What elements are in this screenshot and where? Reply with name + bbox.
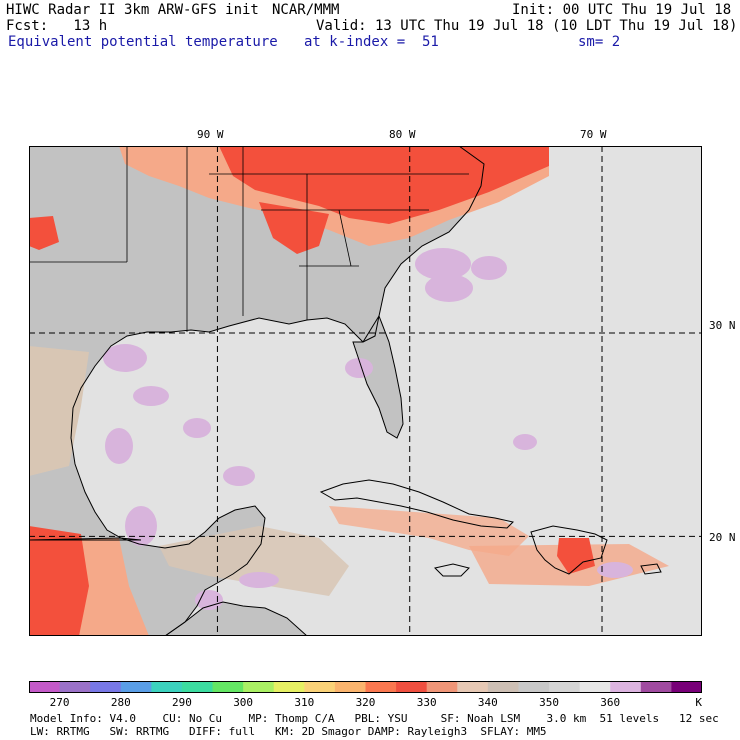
gridlines [29, 146, 702, 636]
colorbar-cell [29, 681, 61, 693]
high-band-georgia [259, 202, 329, 254]
smoothing: sm= 2 [578, 34, 621, 50]
coastline-4 [319, 479, 514, 529]
coastline-7 [640, 563, 662, 575]
colorbar-label: 300 [233, 696, 253, 709]
colorbar-cell [426, 681, 458, 693]
high-band-mexico [29, 526, 89, 636]
colorbar-label: 320 [356, 696, 376, 709]
colorbar-cell [334, 681, 366, 693]
lat-label-30n: 30 N [709, 319, 736, 332]
colorbar-cell [671, 681, 702, 693]
coastline-6 [434, 563, 470, 577]
lon-label-80w: 80 W [389, 128, 416, 141]
field-name: Equivalent potential temperature [8, 34, 278, 50]
colorbar-cell [90, 681, 122, 693]
model-center: NCAR/MMM [272, 2, 340, 18]
lavender-patch-5 [223, 466, 255, 486]
colorbar-unit: K [695, 696, 702, 709]
lavender-patch-9 [425, 274, 473, 302]
colorbar-label: 360 [600, 696, 620, 709]
lavender-patch-3 [183, 418, 211, 438]
warm-band-yucatan [159, 526, 349, 596]
colorbar-cell [120, 681, 152, 693]
lavender-patch-11 [195, 590, 223, 610]
forecast-hour: Fcst: 13 h [6, 18, 108, 34]
warm-band-texas [29, 346, 89, 476]
coastline-2 [29, 505, 266, 636]
high-band-hispaniola [557, 538, 595, 574]
coastlines [29, 146, 662, 636]
colorbar-cell [640, 681, 672, 693]
colorbar-label: 330 [417, 696, 437, 709]
colorbar-cell [396, 681, 428, 693]
lavender-patch-10 [239, 572, 279, 588]
colorbar-cell [610, 681, 642, 693]
colorbar-cell [304, 681, 336, 693]
coastline-0 [29, 146, 485, 541]
lavender-patch-1 [133, 386, 169, 406]
lavender-patch-7 [415, 248, 471, 280]
colorbar-label: 290 [172, 696, 192, 709]
colorbar: 270 280 290 300 310 320 330 340 350 360 K [29, 681, 702, 709]
colorbar-cell [549, 681, 581, 693]
colorbar-cell [487, 681, 519, 693]
colorbar-cell [273, 681, 305, 693]
colorbar-label: 310 [294, 696, 314, 709]
lon-label-70w: 70 W [580, 128, 607, 141]
colorbar-cell [457, 681, 489, 693]
model-info-line1: Model Info: V4.0 CU: No Cu MP: Thomp C/A… [30, 712, 719, 725]
field-shading [29, 146, 702, 636]
colorbar-label: 270 [50, 696, 70, 709]
high-band-southeast [219, 146, 549, 224]
state-border-6 [338, 209, 352, 267]
lavender-patch-2 [105, 428, 133, 464]
lavender-patch-8 [471, 256, 507, 280]
coastline-3 [164, 601, 308, 636]
lavender-patch-12 [597, 562, 633, 578]
lavender-patch-13 [513, 434, 537, 450]
colorbar-label: 350 [539, 696, 559, 709]
init-time: Init: 00 UTC Thu 19 Jul 18 [512, 2, 732, 18]
colorbar-cell [59, 681, 91, 693]
colorbar-cell [518, 681, 550, 693]
colorbar-cell [181, 681, 214, 693]
colorbar-cell [151, 681, 183, 693]
colorbar-cell [212, 681, 244, 693]
level-index: at k-index = 51 [304, 34, 439, 50]
colorbar-cell [579, 681, 611, 693]
colorbar-cell [243, 681, 275, 693]
lat-label-20n: 20 N [709, 531, 736, 544]
theta-e-map [29, 146, 702, 636]
warm-band-caribbean [329, 506, 529, 556]
product-title: HIWC Radar II 3km ARW-GFS init [6, 2, 259, 18]
high-band-west [29, 216, 59, 250]
colorbar-label: 340 [478, 696, 498, 709]
lavender-patch-0 [103, 344, 147, 372]
land-field-1 [353, 316, 403, 438]
lon-label-90w: 90 W [197, 128, 224, 141]
coastline-5 [530, 525, 608, 575]
valid-time: Valid: 13 UTC Thu 19 Jul 18 (10 LDT Thu … [316, 18, 738, 34]
coastline-1 [352, 314, 404, 439]
map-frame [29, 146, 702, 636]
colorbar-cell [365, 681, 397, 693]
lavender-patch-6 [345, 358, 373, 378]
colorbar-label: 280 [111, 696, 131, 709]
model-info-line2: LW: RRTMG SW: RRTMG DIFF: full KM: 2D Sm… [30, 725, 547, 738]
